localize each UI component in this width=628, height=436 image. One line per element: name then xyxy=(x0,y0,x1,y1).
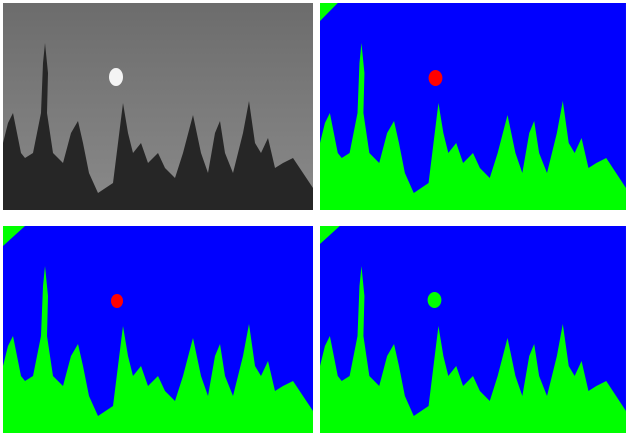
original-photo xyxy=(3,3,313,210)
segmentation-c xyxy=(320,226,626,433)
corner-region xyxy=(320,226,340,244)
moon-region xyxy=(111,294,123,308)
corner-region xyxy=(320,3,338,21)
moon-region xyxy=(427,292,442,308)
moon xyxy=(109,68,123,86)
segmentation-b xyxy=(3,226,313,433)
moon-region xyxy=(428,70,443,86)
corner-region xyxy=(3,226,25,246)
segmentation-a xyxy=(320,3,626,210)
